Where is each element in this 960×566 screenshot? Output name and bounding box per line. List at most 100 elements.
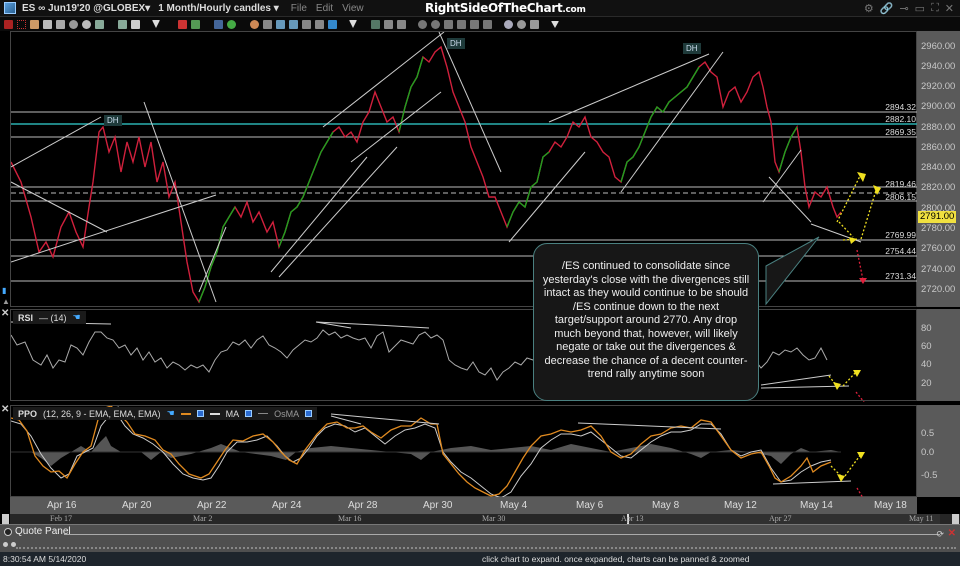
zoom-in-icon[interactable]: [418, 19, 427, 29]
axis-tick: -0.5: [921, 470, 938, 481]
symbol-selector[interactable]: ES ∞ Jun19'20 @GLOBEX▾: [22, 2, 151, 14]
period-selector[interactable]: 1 Month/Hourly candles ▾: [158, 2, 279, 14]
price-axis[interactable]: 2960.00 2940.00 2920.00 2900.00 2880.00 …: [917, 31, 960, 307]
nav-tick: Apr 27: [769, 514, 792, 523]
navigator-selection[interactable]: Apr 13 Apr 27 May 11: [621, 514, 940, 524]
zoom-out-icon[interactable]: [431, 19, 440, 29]
crosshair-icon[interactable]: [17, 19, 26, 29]
time-tick: May 6: [576, 500, 604, 511]
dropdown-icon[interactable]: [551, 20, 559, 28]
axis-tick: 80: [921, 323, 932, 334]
area-icon[interactable]: [214, 19, 223, 29]
scroll-left-icon[interactable]: [444, 19, 453, 29]
dropdown-icon[interactable]: [349, 20, 357, 28]
scroll-right-icon[interactable]: [457, 19, 466, 29]
level-label: 2894.32: [885, 102, 916, 112]
price-up-segments: [198, 206, 236, 303]
candle-icon[interactable]: [191, 19, 200, 29]
nav-tick: Mar 2: [193, 514, 213, 523]
arrow-icon[interactable]: [328, 19, 337, 29]
search-icon[interactable]: [69, 19, 78, 29]
channel-icon[interactable]: [397, 19, 406, 29]
ppo-pane[interactable]: PPO (12, 26, 9 - EMA, EMA, EMA) ☚ MA OsM…: [10, 405, 917, 498]
ppo-axis[interactable]: 0.5 0.0 -0.5: [917, 405, 960, 497]
close-tool-icon[interactable]: [4, 19, 13, 29]
compress-icon[interactable]: [470, 19, 479, 29]
expand-icon[interactable]: [483, 19, 492, 29]
target-icon[interactable]: [250, 19, 259, 29]
osma-visible-checkbox[interactable]: [305, 410, 313, 417]
pointer-icon[interactable]: [30, 19, 39, 29]
navigator-left-handle[interactable]: [2, 514, 9, 524]
scale-icon[interactable]: ▮: [2, 286, 7, 295]
print-icon[interactable]: [56, 19, 65, 29]
text-icon[interactable]: [276, 19, 285, 29]
minimize-icon[interactable]: ▭: [914, 3, 926, 15]
link-icon[interactable]: 🔗: [879, 3, 894, 15]
fibonacci-icon[interactable]: [371, 19, 380, 29]
line-icon[interactable]: [384, 19, 393, 29]
chart-type-icon[interactable]: [118, 19, 127, 29]
volume-icon[interactable]: ▲: [2, 297, 10, 306]
ma-swatch: [209, 412, 220, 415]
dot-icon[interactable]: [11, 542, 16, 547]
trendline-icon[interactable]: [178, 19, 187, 29]
menu-file[interactable]: File: [290, 2, 307, 14]
menu-view[interactable]: View: [342, 2, 364, 14]
maximize-icon[interactable]: ⛶: [931, 2, 939, 14]
circle-icon[interactable]: [82, 19, 91, 29]
ma-legend-label: MA: [225, 408, 240, 419]
wrench-icon[interactable]: [530, 19, 539, 29]
close-icon[interactable]: ✕: [947, 528, 956, 539]
layout-icon[interactable]: [131, 19, 140, 29]
ppo-visible-checkbox[interactable]: [196, 410, 204, 417]
arrow-head-icon: [857, 452, 865, 459]
settings-hand-icon[interactable]: ☚: [166, 408, 175, 418]
close-rsi-icon[interactable]: ✕: [1, 308, 10, 319]
settings-icon[interactable]: ⚙: [863, 3, 874, 15]
text-note-icon[interactable]: [289, 19, 298, 29]
rsi-legend[interactable]: RSI — (14) ☚: [13, 311, 86, 324]
date-navigator[interactable]: Feb 17 Mar 2 Mar 16 Mar 30: [10, 514, 960, 524]
ppo-legend[interactable]: PPO (12, 26, 9 - EMA, EMA, EMA) ☚ MA OsM…: [13, 407, 318, 420]
dollar-icon[interactable]: [227, 19, 236, 29]
rsi-pane[interactable]: RSI — (14) ☚: [10, 309, 917, 402]
dropdown-icon[interactable]: [152, 20, 160, 28]
arrow-head-icon: [849, 237, 857, 244]
rsi-projection-red: [855, 391, 865, 402]
axis-tick: 2840.00: [921, 162, 956, 173]
image-icon[interactable]: [95, 19, 104, 29]
palette-icon[interactable]: [504, 19, 513, 29]
grid-icon[interactable]: [43, 19, 52, 29]
annotation-callout: /ES continued to consolidate since yeste…: [533, 243, 759, 401]
dot-icon[interactable]: [3, 542, 8, 547]
menu-edit[interactable]: Edit: [315, 2, 334, 14]
undo-icon[interactable]: [302, 19, 311, 29]
ma-visible-checkbox[interactable]: [245, 410, 253, 417]
close-ppo-icon[interactable]: ✕: [1, 404, 10, 415]
expand-icon[interactable]: [4, 527, 12, 536]
quote-panel-header[interactable]: Quote Panel: [4, 526, 71, 537]
axis-tick: 20: [921, 378, 932, 389]
nav-tick: Apr 13: [621, 514, 644, 523]
time-axis[interactable]: Apr 16 Apr 20 Apr 22 Apr 24 Apr 28 Apr 3…: [10, 497, 917, 514]
axis-tick: 2880.00: [921, 122, 956, 133]
time-tick: May 12: [724, 500, 757, 511]
ppo-swatch: [180, 412, 191, 415]
navigator-right-handle[interactable]: [952, 514, 959, 524]
refresh-icon[interactable]: [517, 19, 526, 29]
arrow-head-icon: [853, 370, 861, 377]
axis-tick: 60: [921, 341, 932, 352]
settings-hand-icon[interactable]: ☚: [72, 312, 81, 322]
close-icon[interactable]: ✕: [944, 3, 954, 15]
price-pane[interactable]: DH DH DH 2894.32 2882.10 2869.35 2819.46…: [10, 31, 918, 307]
pin-icon[interactable]: ⊸: [899, 3, 909, 15]
redo-icon[interactable]: [315, 19, 324, 29]
chart-app-icon: [4, 2, 16, 14]
refresh-icon[interactable]: ⟳: [936, 529, 944, 539]
rsi-axis[interactable]: 80 60 40 20: [917, 309, 960, 401]
pen-icon[interactable]: [263, 19, 272, 29]
dh-label: DH: [447, 38, 465, 49]
brand-watermark: RightSideOfTheChart.com: [425, 1, 586, 15]
time-tick: May 18: [874, 500, 907, 511]
